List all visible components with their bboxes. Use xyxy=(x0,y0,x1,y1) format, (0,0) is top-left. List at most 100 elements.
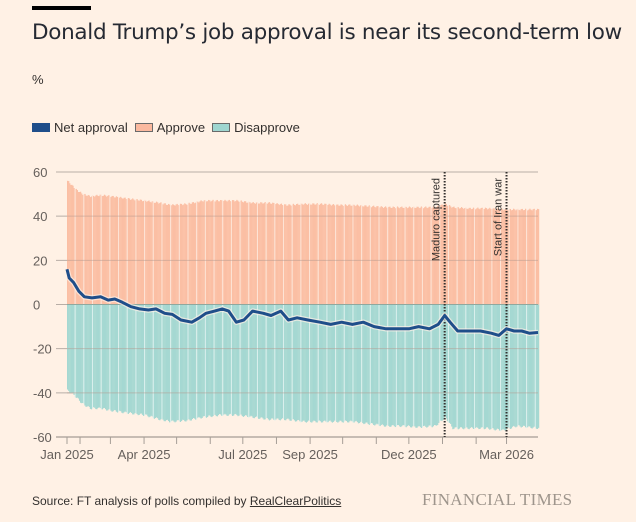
approve-bar xyxy=(366,206,368,305)
disapprove-bar xyxy=(511,304,514,427)
disapprove-bar xyxy=(256,304,259,418)
disapprove-bar xyxy=(360,304,362,422)
y-tick-label: 0 xyxy=(33,298,40,313)
disapprove-bar xyxy=(409,304,412,428)
x-tick-label: Apr 2025 xyxy=(118,447,171,462)
disapprove-bar xyxy=(427,304,429,427)
disapprove-bar xyxy=(127,304,130,414)
approve-bar xyxy=(74,189,76,305)
approve-bar xyxy=(261,202,263,305)
approve-bar xyxy=(188,202,190,305)
disapprove-bar xyxy=(434,304,437,426)
disapprove-bar xyxy=(122,304,124,414)
disapprove-bar xyxy=(393,304,395,427)
disapprove-bar xyxy=(333,304,336,421)
approve-bar xyxy=(323,204,325,305)
disapprove-bar xyxy=(238,304,240,416)
approve-bar xyxy=(320,203,323,305)
disapprove-bar xyxy=(109,304,111,410)
disapprove-bar xyxy=(193,304,196,419)
approve-bar xyxy=(341,204,343,305)
disapprove-bar xyxy=(424,304,426,426)
legend-swatch-disapprove xyxy=(212,123,231,132)
disapprove-bar xyxy=(495,304,497,430)
approve-bar xyxy=(475,209,477,305)
approve-bar xyxy=(279,204,281,305)
disapprove-bar xyxy=(416,304,418,428)
disapprove-bar xyxy=(354,304,356,422)
disapprove-bar xyxy=(426,304,428,428)
approve-bar xyxy=(438,206,440,305)
approve-bar xyxy=(236,199,238,305)
approve-bar xyxy=(162,204,164,305)
approve-bar xyxy=(210,201,212,305)
disapprove-bar xyxy=(391,304,393,426)
approve-bar xyxy=(508,208,510,305)
approve-bar xyxy=(198,202,200,305)
approve-bar xyxy=(374,206,376,305)
disapprove-bar xyxy=(263,304,265,420)
approve-bar xyxy=(349,204,351,305)
approve-bar xyxy=(90,196,93,305)
approve-bar xyxy=(311,204,313,305)
disapprove-bar xyxy=(328,304,330,421)
approve-bar xyxy=(208,199,210,305)
approve-bar xyxy=(360,205,362,305)
approve-bar xyxy=(109,196,111,305)
approve-bar xyxy=(256,202,259,305)
net-approval-line xyxy=(64,268,539,339)
disapprove-bar xyxy=(281,304,284,419)
approve-bar xyxy=(453,206,455,305)
disapprove-bar xyxy=(132,304,134,415)
approve-bar xyxy=(246,202,248,305)
disapprove-bar xyxy=(279,304,281,421)
disapprove-bar xyxy=(322,304,324,423)
approve-bar xyxy=(339,205,341,305)
annotation-label: Start of Iran war xyxy=(493,178,505,257)
disapprove-bar xyxy=(370,304,373,424)
disapprove-bar xyxy=(507,304,509,428)
approve-bar xyxy=(504,209,506,305)
disapprove-bar xyxy=(157,304,159,419)
approve-bar xyxy=(310,204,312,305)
approve-bar xyxy=(134,200,136,305)
approve-bar xyxy=(126,199,128,305)
disapprove-bar xyxy=(292,304,294,420)
disapprove-bar xyxy=(160,304,162,420)
approve-bar xyxy=(87,194,89,305)
approve-bar xyxy=(367,206,369,305)
area-bars xyxy=(67,180,540,432)
disapprove-bar xyxy=(199,304,201,418)
disapprove-bar xyxy=(456,304,458,429)
approve-bar xyxy=(371,206,374,305)
approve-bar xyxy=(72,185,74,305)
disapprove-bar xyxy=(441,304,443,421)
disapprove-bar xyxy=(465,304,467,428)
approve-bar xyxy=(225,200,227,305)
source-link[interactable]: RealClearPolitics xyxy=(249,494,342,508)
approve-bar xyxy=(284,204,286,305)
approve-bar xyxy=(330,205,332,305)
approve-bar xyxy=(141,201,144,305)
approve-bar xyxy=(433,207,436,305)
disapprove-bar xyxy=(310,304,312,423)
approve-bar xyxy=(443,204,445,305)
approve-bar xyxy=(465,207,467,305)
disapprove-bar xyxy=(87,304,89,407)
approve-bar xyxy=(131,199,133,305)
disapprove-bar xyxy=(396,304,399,426)
approve-bar xyxy=(503,210,505,305)
approve-bar xyxy=(523,210,526,305)
disapprove-bar xyxy=(247,304,249,418)
disapprove-bar xyxy=(149,304,151,417)
disapprove-bar xyxy=(462,304,464,429)
approve-bar xyxy=(348,204,350,305)
approve-bar xyxy=(175,204,177,305)
disapprove-bar xyxy=(265,304,267,419)
legend-label-approve: Approve xyxy=(156,120,206,135)
approve-bar xyxy=(260,202,262,305)
disapprove-bar xyxy=(454,304,456,428)
approve-bar xyxy=(84,193,86,305)
approve-bar xyxy=(376,206,378,305)
approve-bar xyxy=(137,200,139,305)
